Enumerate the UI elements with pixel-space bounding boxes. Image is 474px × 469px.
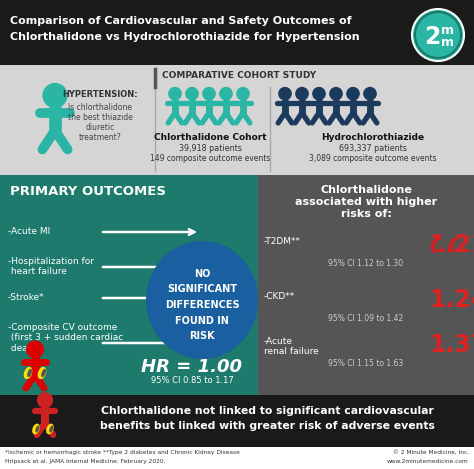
Circle shape xyxy=(295,87,309,100)
Circle shape xyxy=(219,87,233,100)
Bar xyxy=(0,65,474,175)
Text: 1.37: 1.37 xyxy=(429,333,474,357)
Circle shape xyxy=(26,340,44,358)
Text: Chlorthalidone vs Hydrochlorothiazide for Hypertension: Chlorthalidone vs Hydrochlorothiazide fo… xyxy=(10,32,360,42)
Text: *Ischemic or hemorrhagic stroke **Type 2 diabetes and Chronic Kidney Disease: *Ischemic or hemorrhagic stroke **Type 2… xyxy=(5,450,240,455)
Text: risks of:: risks of: xyxy=(340,209,392,219)
Text: diuretic: diuretic xyxy=(85,123,115,132)
Text: Hydrochlorothiazide: Hydrochlorothiazide xyxy=(321,133,425,142)
Text: -Composite CV outcome
 (first 3 + sudden cardiac
 death): -Composite CV outcome (first 3 + sudden … xyxy=(8,323,123,353)
Text: HYPERTENSION:: HYPERTENSION: xyxy=(62,90,138,99)
Text: Chlorthalidone Cohort: Chlorthalidone Cohort xyxy=(154,133,266,142)
Text: NO
SIGNIFICANT
DIFFERENCES
FOUND IN
RISK: NO SIGNIFICANT DIFFERENCES FOUND IN RISK xyxy=(164,269,239,341)
Circle shape xyxy=(168,87,182,100)
Text: Is chlorthalidone: Is chlorthalidone xyxy=(68,103,132,112)
Text: benefits but linked with greater risk of adverse events: benefits but linked with greater risk of… xyxy=(100,421,435,431)
Text: 1.21: 1.21 xyxy=(429,233,474,257)
Ellipse shape xyxy=(27,369,32,377)
Circle shape xyxy=(329,87,343,100)
Text: PRIMARY OUTCOMES: PRIMARY OUTCOMES xyxy=(10,185,166,198)
Text: -CKD**: -CKD** xyxy=(264,292,295,301)
Circle shape xyxy=(412,9,464,61)
Ellipse shape xyxy=(24,367,32,379)
Bar xyxy=(0,0,474,65)
Text: Hripsack et al. JAMA Internal Medicine. February 2020.: Hripsack et al. JAMA Internal Medicine. … xyxy=(5,459,165,464)
Circle shape xyxy=(236,87,250,100)
Text: associated with higher: associated with higher xyxy=(295,197,437,207)
Circle shape xyxy=(346,87,360,100)
Bar xyxy=(0,175,258,395)
Text: -Stroke*: -Stroke* xyxy=(8,293,45,302)
Text: 95% CI 0.85 to 1.17: 95% CI 0.85 to 1.17 xyxy=(151,376,233,385)
Bar xyxy=(0,447,474,469)
Circle shape xyxy=(363,87,377,100)
Ellipse shape xyxy=(430,237,441,253)
Text: m: m xyxy=(441,24,455,38)
Ellipse shape xyxy=(49,425,54,433)
Text: Comparison of Cardiovascular and Safety Outcomes of: Comparison of Cardiovascular and Safety … xyxy=(10,16,352,26)
Ellipse shape xyxy=(46,424,54,434)
Text: 95% CI 1.09 to 1.42: 95% CI 1.09 to 1.42 xyxy=(328,314,404,323)
Text: 149 composite outcome events: 149 composite outcome events xyxy=(150,154,270,163)
Text: Chlorthalidone: Chlorthalidone xyxy=(320,185,412,195)
Circle shape xyxy=(312,87,326,100)
Circle shape xyxy=(42,83,68,108)
Bar xyxy=(0,395,474,447)
Circle shape xyxy=(202,87,216,100)
Text: -Acute MI: -Acute MI xyxy=(8,227,50,236)
Text: m: m xyxy=(441,36,455,48)
Ellipse shape xyxy=(435,240,441,250)
Ellipse shape xyxy=(448,237,459,253)
Text: 1.24: 1.24 xyxy=(429,288,474,312)
Circle shape xyxy=(37,392,53,408)
Ellipse shape xyxy=(37,367,46,379)
Text: -Acute
renal failure: -Acute renal failure xyxy=(264,337,319,356)
Ellipse shape xyxy=(35,425,39,433)
Text: COMPARATIVE COHORT STUDY: COMPARATIVE COHORT STUDY xyxy=(162,71,316,80)
Text: the best thiazide: the best thiazide xyxy=(68,113,132,122)
Text: 2: 2 xyxy=(424,25,440,49)
Text: -T2DM**: -T2DM** xyxy=(264,237,301,246)
Text: 39,918 patients: 39,918 patients xyxy=(179,144,241,153)
Text: -Hospitalization for
 heart failure: -Hospitalization for heart failure xyxy=(8,257,94,276)
Text: 95% CI 1.12 to 1.30: 95% CI 1.12 to 1.30 xyxy=(328,259,403,268)
Ellipse shape xyxy=(453,240,459,250)
Text: www.2minutemedicine.com: www.2minutemedicine.com xyxy=(387,459,469,464)
Text: 95% CI 1.15 to 1.63: 95% CI 1.15 to 1.63 xyxy=(328,359,404,368)
Text: © 2 Minute Medicine, Inc.: © 2 Minute Medicine, Inc. xyxy=(393,450,469,455)
Text: 693,337 patients: 693,337 patients xyxy=(339,144,407,153)
Ellipse shape xyxy=(146,241,258,359)
Text: 3,089 composite outcome events: 3,089 composite outcome events xyxy=(309,154,437,163)
Ellipse shape xyxy=(32,424,40,434)
Text: HR = 1.00: HR = 1.00 xyxy=(142,358,243,376)
Ellipse shape xyxy=(41,369,46,377)
Circle shape xyxy=(278,87,292,100)
Text: Chlorthalidone not linked to significant cardiovascular: Chlorthalidone not linked to significant… xyxy=(100,406,433,416)
Bar xyxy=(258,175,474,395)
Circle shape xyxy=(185,87,199,100)
Text: treatment?: treatment? xyxy=(79,133,121,142)
